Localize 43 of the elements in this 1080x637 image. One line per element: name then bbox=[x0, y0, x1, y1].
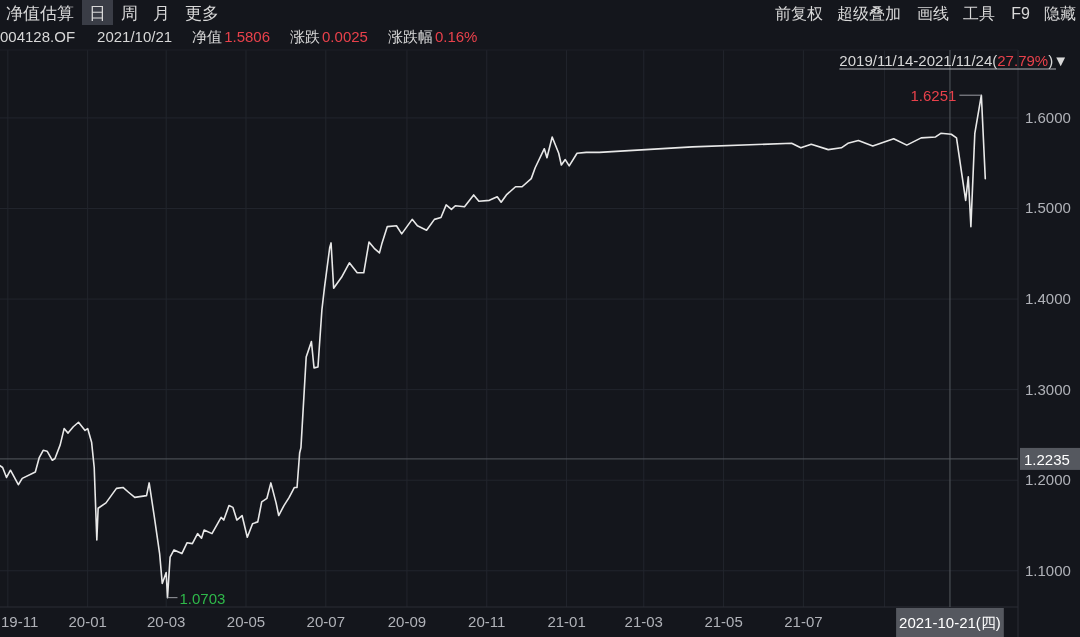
text: 日 bbox=[89, 4, 106, 23]
text: 画线 bbox=[917, 5, 950, 22]
x-tick-label: 20-03 bbox=[146, 613, 186, 630]
x-tick-label: 19-11 bbox=[1, 613, 39, 630]
text: 2021/10/21 bbox=[97, 28, 173, 45]
x-tick-label: 21-03 bbox=[624, 613, 663, 630]
y-tick-label: 1.2000 bbox=[1025, 471, 1071, 489]
y-tick-label: 1.1000 bbox=[1025, 561, 1071, 579]
text: 更多 bbox=[185, 4, 219, 23]
annotation: 27.79% bbox=[997, 52, 1049, 69]
text: 隐藏 bbox=[1044, 5, 1076, 22]
text: 净值 bbox=[192, 28, 223, 45]
x-tick-label: 21-07 bbox=[784, 613, 823, 630]
text: )▼ bbox=[1048, 52, 1068, 69]
x-tick-label: 20-07 bbox=[306, 613, 345, 630]
x-tick-label: 20-01 bbox=[68, 613, 107, 630]
x-tick-label: 21-01 bbox=[547, 613, 586, 630]
annotation: 1.0703 bbox=[179, 589, 226, 607]
text: 1.5806 bbox=[224, 28, 271, 45]
x-tick-label: 20-11 bbox=[468, 613, 506, 630]
ref-line-label: 2021-10-21(四) bbox=[899, 614, 1001, 631]
text: 工具 bbox=[963, 5, 996, 22]
y-tick-label: 1.6000 bbox=[1025, 108, 1071, 126]
annotation: 1.6251 bbox=[910, 87, 957, 105]
ref-line-label: 1.2235 bbox=[1024, 450, 1070, 468]
text: 0.16% bbox=[434, 28, 478, 45]
x-tick-label: 21-05 bbox=[704, 613, 743, 630]
text: 月 bbox=[153, 4, 170, 23]
y-tick-label: 1.5000 bbox=[1025, 199, 1071, 217]
text: F9 bbox=[1011, 5, 1031, 22]
x-tick-label: 20-05 bbox=[226, 613, 266, 630]
annotation: 2019/11/14-2021/11/24( bbox=[839, 52, 998, 69]
text: 涨跌幅 bbox=[387, 28, 433, 45]
y-tick-label: 1.3000 bbox=[1025, 380, 1071, 398]
text: 超级叠加 bbox=[837, 5, 902, 22]
text: 0.0025 bbox=[322, 28, 368, 45]
text: 净值估算 bbox=[6, 4, 74, 23]
y-tick-label: 1.4000 bbox=[1025, 290, 1071, 308]
text: 周 bbox=[121, 4, 138, 23]
text: 前复权 bbox=[775, 5, 824, 22]
x-tick-label: 20-09 bbox=[387, 613, 427, 630]
text: 涨跌 bbox=[290, 28, 321, 45]
chart-title: 004128.OF bbox=[0, 28, 76, 45]
